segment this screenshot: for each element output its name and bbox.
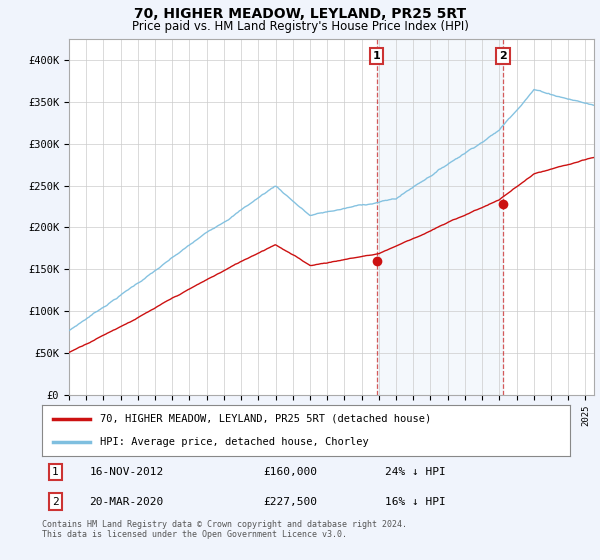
Text: 2: 2 [52,497,59,507]
Text: HPI: Average price, detached house, Chorley: HPI: Average price, detached house, Chor… [100,437,369,447]
Text: 16-NOV-2012: 16-NOV-2012 [89,467,164,477]
Bar [377,39,503,395]
Text: 16% ↓ HPI: 16% ↓ HPI [385,497,446,507]
Text: £160,000: £160,000 [264,467,318,477]
Text: 1: 1 [52,467,59,477]
Text: 70, HIGHER MEADOW, LEYLAND, PR25 5RT: 70, HIGHER MEADOW, LEYLAND, PR25 5RT [134,7,466,21]
Text: Contains HM Land Registry data © Crown copyright and database right 2024.
This d: Contains HM Land Registry data © Crown c… [42,520,407,539]
Text: 20-MAR-2020: 20-MAR-2020 [89,497,164,507]
Text: 1: 1 [373,51,380,61]
Text: 2: 2 [499,51,507,61]
Text: Price paid vs. HM Land Registry's House Price Index (HPI): Price paid vs. HM Land Registry's House … [131,20,469,32]
Text: 24% ↓ HPI: 24% ↓ HPI [385,467,446,477]
Text: £227,500: £227,500 [264,497,318,507]
Text: 70, HIGHER MEADOW, LEYLAND, PR25 5RT (detached house): 70, HIGHER MEADOW, LEYLAND, PR25 5RT (de… [100,414,431,424]
